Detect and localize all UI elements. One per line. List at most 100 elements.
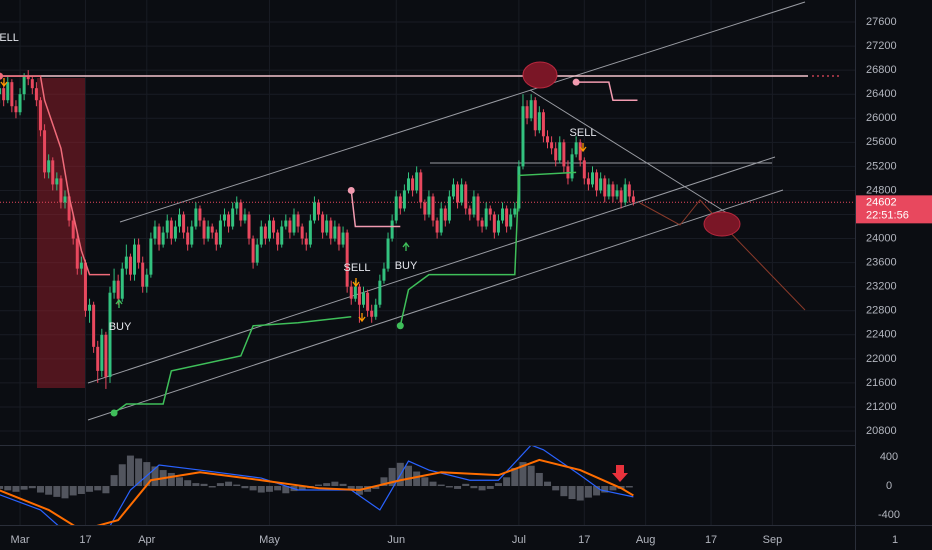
candle-body <box>382 268 386 281</box>
macd-bar <box>404 465 412 487</box>
macd-bar <box>372 486 380 489</box>
candle-body <box>378 280 382 305</box>
candle-body <box>128 256 132 275</box>
candle-body <box>509 214 513 227</box>
candle-body <box>239 202 243 221</box>
candle-body <box>79 262 83 269</box>
macd-bar <box>568 486 576 500</box>
candle-body <box>578 142 582 161</box>
candle-body <box>169 220 173 239</box>
macd-bar <box>625 486 633 488</box>
macd-tick-label: -400 <box>878 509 900 521</box>
candle-body <box>38 100 42 131</box>
candle-body <box>325 220 329 233</box>
macd-bar <box>53 486 61 497</box>
candle-body <box>333 226 337 239</box>
candle-body <box>304 238 308 245</box>
candle-body <box>141 262 145 287</box>
candle-body <box>451 184 455 197</box>
y-tick-label: 22000 <box>866 353 897 365</box>
candle-body <box>22 76 26 95</box>
x-tick-label: Aug <box>636 534 656 546</box>
candle-body <box>574 142 578 155</box>
candle-body <box>607 184 611 197</box>
candle-body <box>611 184 615 197</box>
candle-body <box>178 214 182 227</box>
candle-body <box>14 106 18 113</box>
candle-body <box>88 304 92 311</box>
candle-body <box>100 334 104 371</box>
macd-bar <box>192 483 200 487</box>
candle-body <box>145 274 149 287</box>
candle-body <box>247 214 251 239</box>
x-tick-label: 17 <box>79 534 91 546</box>
macd-bar <box>126 455 134 487</box>
candle-body <box>292 214 296 233</box>
y-tick-label: 25200 <box>866 160 897 172</box>
macd-bar <box>176 477 184 487</box>
candle-body <box>468 208 472 215</box>
candle-body <box>251 238 255 263</box>
candle-body <box>525 106 529 119</box>
macd-line <box>0 446 634 525</box>
buy-arrow <box>402 241 410 251</box>
candle-body <box>173 226 177 239</box>
highlight-ellipse <box>522 61 558 89</box>
candle-body <box>272 220 276 233</box>
candle-body <box>460 184 464 203</box>
candle-body <box>284 220 288 227</box>
buy-arrow <box>115 298 123 308</box>
candle-body <box>30 79 34 89</box>
candle-body <box>423 202 427 215</box>
stop-line <box>350 190 401 228</box>
candle-body <box>447 196 451 221</box>
macd-bar <box>544 481 552 487</box>
candle-body <box>599 178 603 191</box>
x-tick-label: Apr <box>138 534 155 546</box>
y-tick-label: 24800 <box>866 184 897 196</box>
candle-body <box>476 196 480 221</box>
candle-body <box>67 196 71 221</box>
candle-body <box>623 184 627 203</box>
y-tick-label: 22800 <box>866 305 897 317</box>
macd-bar <box>552 486 560 491</box>
channel-line <box>87 189 784 421</box>
candle-body <box>554 148 558 161</box>
macd-bar <box>503 477 511 487</box>
candle-body <box>492 214 496 233</box>
stop-dot <box>396 322 404 330</box>
candle-body <box>496 220 500 233</box>
candle-body <box>443 208 447 221</box>
signal-line <box>0 458 634 525</box>
candle-body <box>390 220 394 239</box>
candle-body <box>133 244 137 275</box>
channel-line <box>119 1 806 223</box>
candle-body <box>153 226 157 239</box>
candle-body <box>362 292 366 305</box>
y-tick-label: 21600 <box>866 377 897 389</box>
candle-body <box>582 160 586 179</box>
macd-bar <box>265 486 273 492</box>
candle-body <box>398 196 402 209</box>
macd-bar <box>511 467 519 487</box>
candle-body <box>202 220 206 239</box>
candle-body <box>550 142 554 149</box>
candle-body <box>263 226 267 239</box>
candle-body <box>149 238 153 275</box>
candle-body <box>537 112 541 131</box>
macd-bar <box>347 486 355 491</box>
macd-bar <box>421 477 429 487</box>
candle-body <box>161 232 165 245</box>
candle-body <box>280 226 284 245</box>
candle-body <box>312 202 316 221</box>
candle-body <box>419 172 423 203</box>
candle-body <box>406 178 410 191</box>
y-tick-label: 26400 <box>866 88 897 100</box>
x-tick-label: Sep <box>763 534 783 546</box>
x-tick-label: Mar <box>11 534 30 546</box>
macd-bar <box>102 486 110 494</box>
candle-body <box>562 142 566 167</box>
candle-body <box>558 142 562 161</box>
y-tick-label: 24000 <box>866 232 897 244</box>
